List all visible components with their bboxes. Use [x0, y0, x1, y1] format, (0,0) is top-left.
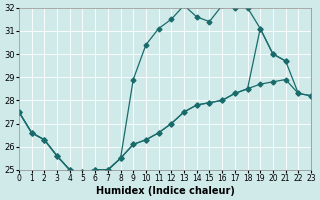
- X-axis label: Humidex (Indice chaleur): Humidex (Indice chaleur): [96, 186, 235, 196]
